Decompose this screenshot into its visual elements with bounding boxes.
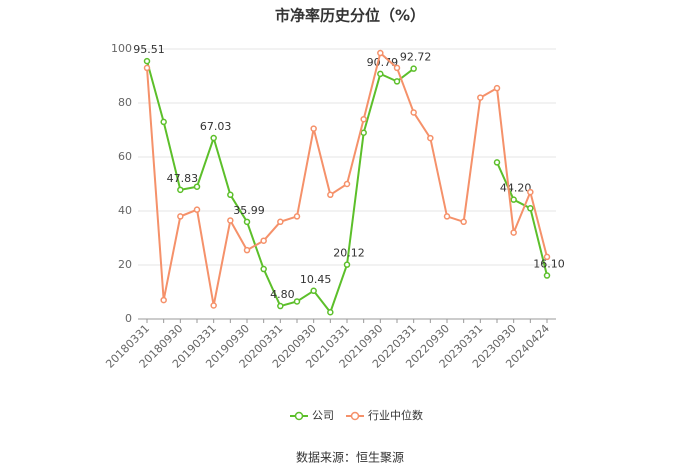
data-label: 67.03 bbox=[200, 120, 232, 133]
point bbox=[343, 180, 351, 188]
y-tick-label: 100 bbox=[111, 42, 132, 55]
point bbox=[243, 218, 251, 226]
point bbox=[443, 213, 451, 220]
point bbox=[277, 302, 284, 310]
y-tick-label: 80 bbox=[118, 96, 132, 109]
data-label: 44.20 bbox=[500, 182, 532, 195]
point bbox=[360, 129, 367, 136]
point bbox=[243, 246, 251, 254]
point bbox=[227, 217, 234, 224]
y-tick-label: 0 bbox=[125, 312, 132, 325]
point bbox=[193, 183, 201, 190]
data-label: 47.83 bbox=[167, 172, 199, 185]
point bbox=[210, 134, 217, 142]
data-label: 95.51 bbox=[133, 43, 165, 56]
point bbox=[160, 296, 167, 304]
point bbox=[143, 64, 151, 72]
point bbox=[460, 218, 467, 226]
chart-title: 市净率历史分位（%） bbox=[275, 7, 425, 25]
point bbox=[377, 70, 384, 78]
point bbox=[310, 125, 317, 132]
point bbox=[310, 287, 317, 295]
legend-marker bbox=[350, 411, 360, 421]
y-tick-label: 40 bbox=[118, 204, 132, 217]
point bbox=[543, 253, 551, 261]
point bbox=[327, 309, 334, 316]
data-label: 90.79 bbox=[367, 56, 399, 69]
point bbox=[410, 65, 417, 72]
point bbox=[527, 188, 534, 196]
point bbox=[393, 78, 401, 85]
point bbox=[260, 237, 267, 244]
point bbox=[210, 302, 217, 309]
point bbox=[160, 118, 167, 126]
point bbox=[360, 115, 367, 123]
point bbox=[493, 159, 501, 166]
point bbox=[343, 261, 351, 268]
point bbox=[260, 265, 267, 273]
point bbox=[510, 196, 517, 203]
point bbox=[177, 186, 184, 194]
source: 数据来源：恒生聚源 bbox=[296, 450, 404, 465]
point bbox=[410, 109, 417, 116]
point bbox=[193, 206, 201, 213]
point bbox=[527, 205, 534, 212]
point bbox=[510, 229, 517, 236]
point bbox=[393, 64, 401, 72]
point bbox=[293, 298, 301, 305]
legend-marker bbox=[294, 411, 304, 421]
data-label: 10.45 bbox=[300, 273, 332, 286]
y-tick-label: 20 bbox=[118, 258, 132, 271]
y-tick-label: 60 bbox=[118, 150, 132, 163]
data-label: 92.72 bbox=[400, 51, 432, 64]
point bbox=[143, 57, 151, 65]
data-label: 35.99 bbox=[233, 204, 265, 217]
point bbox=[493, 84, 501, 92]
data-label: 16.10 bbox=[533, 258, 565, 271]
point bbox=[177, 213, 184, 220]
legend-label: 行业中位数 bbox=[368, 408, 423, 422]
point bbox=[477, 94, 484, 101]
legend-label: 公司 bbox=[312, 409, 334, 422]
point bbox=[227, 191, 234, 199]
data-label: 20.12 bbox=[333, 247, 365, 260]
point bbox=[277, 218, 284, 226]
data-label: 4.80 bbox=[270, 288, 295, 301]
point bbox=[377, 49, 384, 57]
series-line bbox=[146, 60, 415, 315]
point bbox=[543, 272, 551, 279]
point bbox=[427, 134, 434, 142]
series-line bbox=[496, 161, 548, 276]
point bbox=[327, 191, 334, 199]
point bbox=[293, 213, 301, 220]
